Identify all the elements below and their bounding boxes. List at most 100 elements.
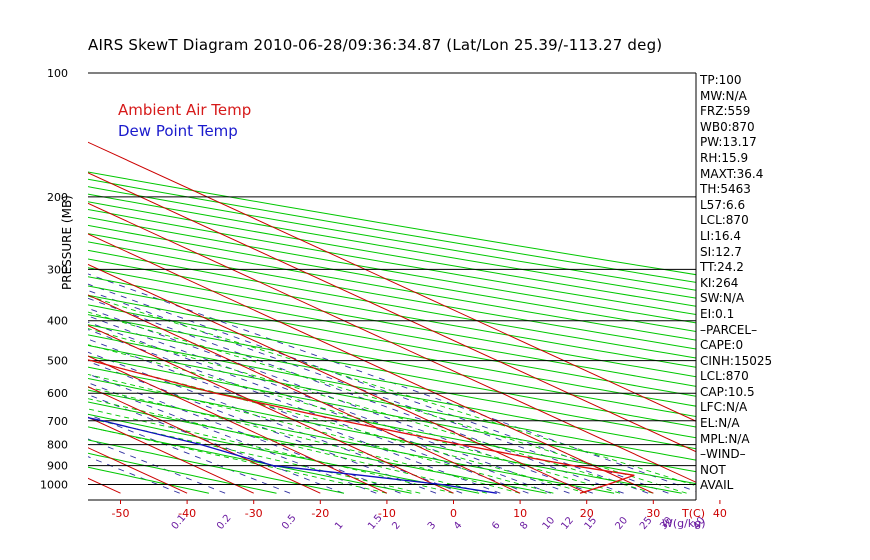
mixing-ratio-label: 2 (390, 520, 403, 532)
bottom-temp-tick-label: -20 (311, 507, 329, 520)
mixing-ratio-label: 0.5 (280, 513, 299, 532)
dry-adiabat-line (88, 389, 615, 494)
index-item: CINH:15025 (700, 353, 773, 368)
index-item: MPL:N/A (700, 431, 750, 446)
dry-adiabat-line (88, 186, 696, 291)
mixing-ratio-label: 10 (541, 515, 558, 532)
mixing-ratio-line (88, 394, 344, 494)
mixing-ratio-label: 8 (518, 520, 531, 532)
bottom-temp-tick-label: 0 (450, 507, 457, 520)
dry-adiabat-line (88, 216, 696, 324)
pressure-tick-label: 200 (47, 191, 68, 204)
mixing-ratio-label: 12 (559, 515, 576, 532)
index-item: MAXT:36.4 (700, 166, 764, 181)
isotherm-line (88, 355, 388, 494)
index-item: KI:264 (700, 275, 739, 290)
index-item: –WIND– (700, 447, 746, 462)
mixing-ratio-line (88, 351, 463, 494)
isotherm-line (88, 202, 696, 483)
dry-adiabat-line (88, 241, 696, 350)
dry-adiabat-line (88, 355, 696, 473)
isotherm-line (88, 386, 321, 494)
dry-adiabat-line (88, 413, 480, 494)
bottom-temp-tick-label: -40 (178, 507, 196, 520)
moist-adiabat-line (88, 295, 696, 487)
mixing-ratio-line (88, 321, 551, 494)
bottom-temp-tick-label: -30 (245, 507, 263, 520)
index-item: LCL:870 (700, 213, 749, 228)
dry-adiabat-line (88, 224, 696, 332)
isotherm-line (88, 233, 654, 494)
pressure-tick-label: 900 (47, 460, 68, 473)
index-item: MW:N/A (700, 88, 747, 103)
index-item: LI:16.4 (700, 228, 741, 243)
chart-title: AIRS SkewT Diagram 2010-06-28/09:36:34.8… (88, 36, 663, 54)
pressure-tick-label: 1000 (40, 479, 68, 492)
dry-adiabat-line (88, 334, 696, 450)
index-item: EI:0.1 (700, 306, 735, 321)
dry-adiabat-line (88, 285, 696, 397)
isotherm-line (88, 294, 521, 494)
dry-adiabat-line (88, 452, 277, 494)
dry-adiabat-line (88, 324, 696, 439)
mixing-ratio-label: 6 (490, 520, 503, 532)
index-item: TT:24.2 (700, 260, 744, 275)
dry-adiabat-line (88, 401, 547, 494)
moist-adiabat-line (88, 328, 654, 494)
moist-adiabat-line (88, 408, 454, 494)
mixing-ratio-line (88, 338, 501, 494)
index-item: EL:N/A (700, 416, 740, 431)
dry-adiabat-line (88, 304, 696, 418)
index-item: RH:15.9 (700, 150, 749, 165)
legend-dew-point-temp: Dew Point Temp (118, 122, 238, 140)
bottom-temp-tick-label: -10 (378, 507, 396, 520)
dry-adiabat-line (88, 171, 696, 276)
mixing-ratio-line (88, 290, 649, 494)
pressure-tick-label: 700 (47, 415, 68, 428)
isotherm-line (0, 73, 54, 493)
moist-adiabat-line (88, 417, 421, 494)
isotherm-line (88, 141, 696, 422)
index-item: AVAIL (700, 478, 734, 493)
mixing-ratio-line (88, 438, 226, 494)
index-item: CAPE:0 (700, 338, 744, 353)
indices-panel: TP:100 MW:N/A FRZ:559 WB0:870 PW:13.17 RH:15.… (700, 73, 772, 494)
moist-adiabat-line (88, 426, 387, 494)
isotherm-line (88, 172, 696, 453)
index-item: SW:N/A (700, 291, 745, 306)
moist-adiabat-line (88, 311, 687, 494)
mixing-ratio-label: 20 (613, 515, 630, 532)
dry-adiabat-line (88, 314, 696, 428)
dry-adiabat-line (88, 276, 696, 387)
dry-adiabat-line (88, 344, 696, 461)
isotherm-line (88, 263, 587, 494)
pressure-tick-label: 400 (47, 315, 68, 328)
mixing-ratio-line (88, 283, 669, 494)
pressure-tick-label: 800 (47, 439, 68, 452)
index-item: –PARCEL– (700, 322, 758, 337)
mixing-ratio-label: 3 (426, 520, 439, 532)
ambient-air-temp-line (88, 359, 635, 494)
index-item: LCL:870 (700, 369, 749, 384)
mixing-ratio-line (88, 382, 377, 494)
dry-adiabat-line (88, 294, 696, 407)
dry-adiabat-line (88, 178, 696, 283)
isotherm-line (88, 325, 454, 494)
bottom-temp-tick-label: 10 (513, 507, 527, 520)
index-item: TH:5463 (700, 182, 751, 197)
dry-adiabat-line (88, 377, 682, 494)
index-item: LFC:N/A (700, 400, 748, 415)
bottom-temp-tick-label: -50 (112, 507, 130, 520)
bottom-temp-tick-label: 20 (580, 507, 594, 520)
index-item: L57:6.6 (700, 197, 746, 212)
mixing-ratio-label: 4 (452, 520, 465, 532)
pressure-tick-label: 100 (47, 67, 68, 80)
index-item: FRZ:559 (700, 104, 751, 119)
dry-adiabat-line (88, 233, 696, 341)
temp-unit-label: T(C) (681, 507, 705, 520)
index-item: CAP:10.5 (700, 384, 755, 399)
dry-adiabat-line (88, 208, 696, 315)
dry-adiabat-line (88, 439, 345, 494)
dry-adiabat-line (88, 201, 696, 307)
